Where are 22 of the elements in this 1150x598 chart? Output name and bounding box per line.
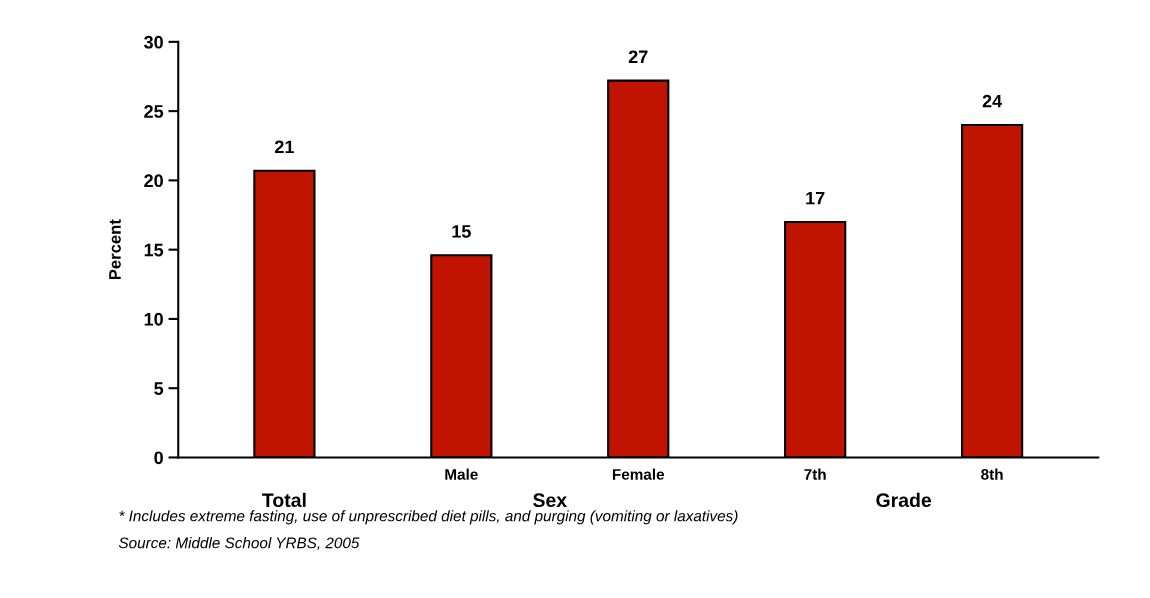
x-tick-label: 7th (804, 468, 826, 480)
data-label: 17 (806, 191, 825, 205)
text: Sex (533, 493, 567, 508)
data-label: 21 (274, 140, 294, 154)
text: Grade (876, 492, 932, 508)
x-tick-label: 8th (981, 468, 1003, 480)
y-axis-title: Percent (109, 219, 121, 280)
y-tick-label: 0 (154, 451, 163, 465)
y-tick-label: 25 (144, 105, 164, 118)
data-label: 27 (628, 50, 648, 64)
data-label: 24 (982, 94, 1003, 108)
source-note: Source: Middle School YRBS, 2005 (118, 537, 360, 551)
text: Total (262, 492, 306, 508)
x-tick-label: Male (445, 468, 478, 480)
y-tick-label: 15 (144, 243, 164, 257)
text: * Includes extreme fasting, use of unprescribed diet pills, and purging (vomiting or laxatives) (119, 510, 738, 525)
y-tick-label: 30 (144, 35, 163, 49)
x-tick-label: Female (612, 468, 665, 480)
y-tick-label: 5 (154, 382, 164, 395)
y-tick-label: 20 (144, 174, 163, 188)
y-tick-label: 10 (144, 312, 163, 326)
data-label: 15 (452, 225, 471, 238)
